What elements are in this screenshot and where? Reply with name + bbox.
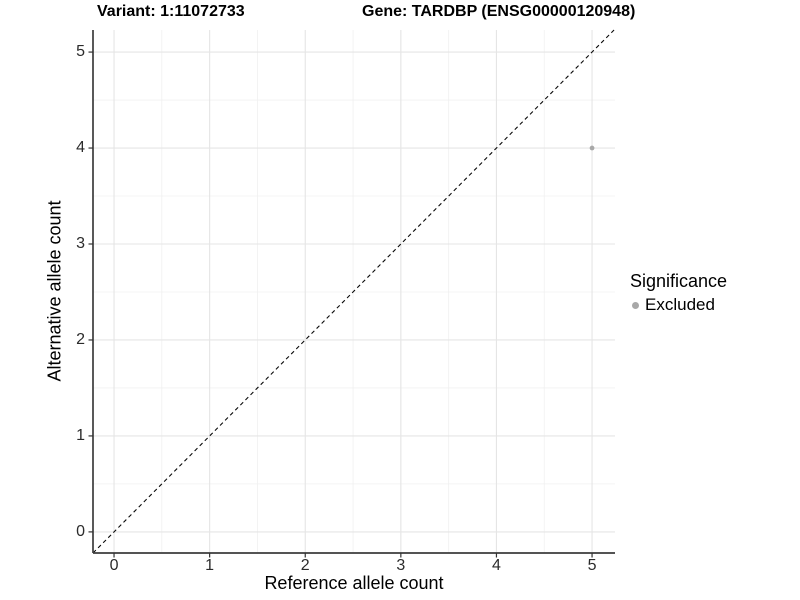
plot-title-gene: Gene: TARDBP (ENSG00000120948) xyxy=(362,3,636,20)
data-point-excluded xyxy=(589,145,595,151)
x-tick-label: 4 xyxy=(491,557,501,574)
y-tick-label: 4 xyxy=(76,139,85,157)
excluded-point-swatch xyxy=(632,301,639,309)
legend: Significance Excluded xyxy=(630,271,727,315)
y-tick-label: 2 xyxy=(76,330,85,348)
x-tick-label: 2 xyxy=(300,557,310,574)
x-tick-label: 0 xyxy=(109,557,119,574)
plot-panel xyxy=(88,29,615,558)
x-tick-label: 1 xyxy=(205,557,215,574)
x-axis-title: Reference allele count xyxy=(264,573,444,593)
x-tick-label: 3 xyxy=(396,557,406,574)
legend-item-label: Excluded xyxy=(645,295,715,314)
y-tick-label: 1 xyxy=(76,426,85,444)
plot-canvas xyxy=(88,29,615,558)
legend-item-excluded: Excluded xyxy=(630,295,727,315)
y-tick-label: 5 xyxy=(76,43,85,61)
y-axis-title: Alternative allele count xyxy=(44,200,65,382)
y-tick-label: 0 xyxy=(76,522,85,540)
x-tick-label: 5 xyxy=(587,557,597,574)
legend-title: Significance xyxy=(630,271,728,291)
plot-title-variant: Variant: 1:11072733 xyxy=(97,3,245,20)
identity-line xyxy=(92,29,615,554)
y-tick-label: 3 xyxy=(76,234,85,252)
